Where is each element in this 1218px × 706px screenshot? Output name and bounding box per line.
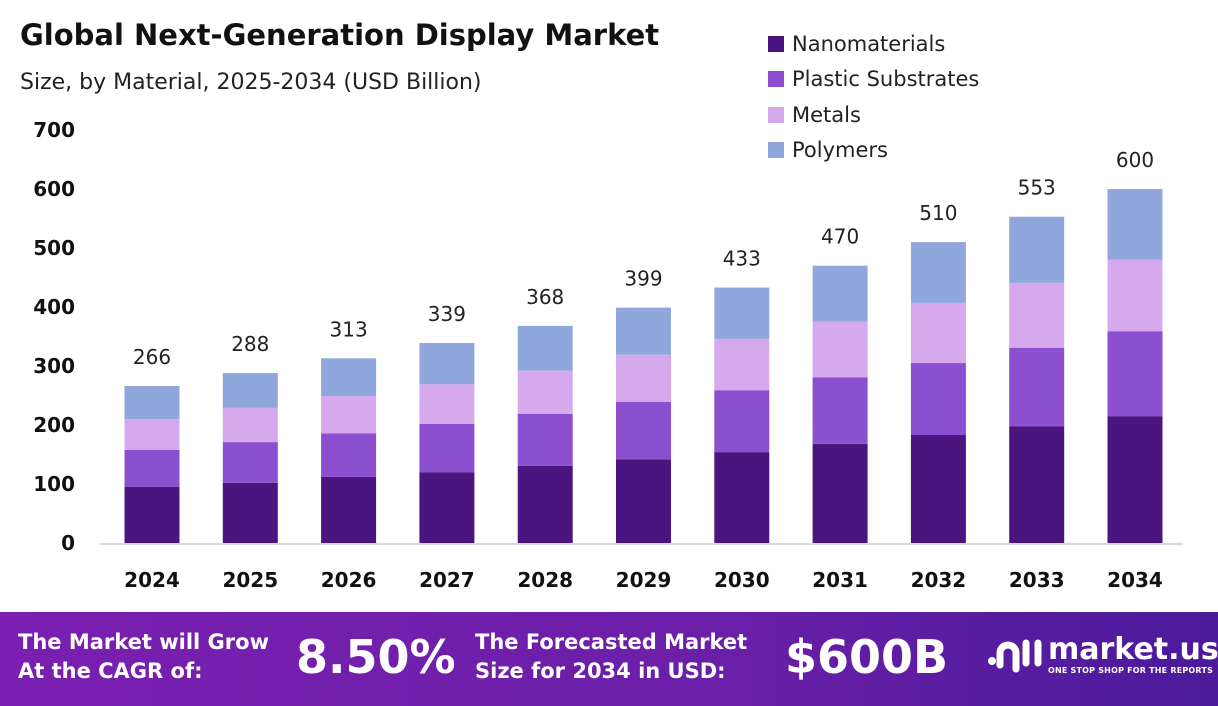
bar-segment-plastic-substrates — [517, 413, 573, 466]
x-tick-label: 2029 — [616, 568, 672, 592]
bar-segment-nanomaterials — [1107, 416, 1163, 543]
legend-label: Metals — [792, 102, 861, 127]
bar-segment-nanomaterials — [517, 465, 573, 543]
bar-segment-nanomaterials — [222, 482, 278, 543]
legend-swatch — [768, 142, 784, 159]
chart-plot: 0 100 200 300 400 500 600 700 266 2024 288 2025 313 2… — [33, 118, 1183, 592]
bar-segment-polymers — [124, 386, 180, 420]
total-label: 339 — [428, 302, 466, 326]
bar-segment-polymers — [1107, 189, 1163, 260]
y-tick-label: 200 — [33, 413, 75, 437]
y-tick-label: 600 — [33, 177, 75, 201]
bar-segment-polymers — [714, 287, 770, 339]
bar-segment-plastic-substrates — [714, 390, 770, 453]
bar-segment-plastic-substrates — [910, 363, 966, 436]
forecast-label: The Forecasted Market Size for 2034 in US… — [475, 630, 748, 683]
bar-segment-polymers — [1009, 216, 1065, 283]
bar-segment-plastic-substrates — [124, 449, 180, 487]
legend-label: Plastic Substrates — [792, 67, 980, 92]
legend: Nanomaterials Plastic Substrates Metals … — [768, 26, 979, 168]
y-tick-label: 500 — [33, 236, 75, 260]
x-tick-label: 2026 — [321, 568, 377, 592]
bar-segment-plastic-substrates — [1009, 347, 1065, 427]
total-label: 510 — [919, 201, 957, 225]
x-tick-label: 2031 — [812, 568, 868, 592]
x-tick-label: 2027 — [419, 568, 475, 592]
y-tick-label: 100 — [33, 472, 75, 496]
x-tick-label: 2024 — [124, 568, 180, 592]
bar-segment-metals — [812, 321, 868, 378]
y-tick-label: 700 — [33, 118, 75, 142]
bar-segment-plastic-substrates — [616, 401, 671, 460]
bar-segment-polymers — [910, 242, 966, 303]
total-label: 470 — [821, 225, 859, 249]
legend-item-metals: Metals — [768, 97, 979, 133]
bar-segment-polymers — [517, 325, 573, 371]
legend-swatch — [768, 106, 784, 123]
x-tick-label: 2032 — [911, 568, 967, 592]
bar-segment-plastic-substrates — [1107, 331, 1163, 417]
bar-segment-polymers — [321, 358, 377, 397]
bar-segment-metals — [1009, 282, 1065, 348]
bar-segment-polymers — [222, 373, 278, 408]
x-tick-label: 2025 — [222, 568, 278, 592]
logo-name: market.us — [1048, 632, 1218, 667]
market-us-logo: market.us ONE STOP SHOP FOR THE REPORTS — [986, 634, 1218, 676]
legend-item-plastic-substrates: Plastic Substrates — [768, 62, 979, 98]
legend-swatch — [768, 35, 784, 52]
bar-segment-nanomaterials — [1009, 426, 1065, 543]
bar-segment-metals — [124, 419, 180, 450]
total-label: 433 — [723, 247, 761, 271]
bar-segment-metals — [1107, 259, 1163, 332]
x-tick-label: 2033 — [1009, 568, 1065, 592]
bar-segment-metals — [222, 407, 278, 443]
cagr-value: 8.50% — [296, 630, 456, 684]
bar-segment-plastic-substrates — [321, 433, 377, 477]
bar-segment-metals — [910, 302, 966, 364]
bar-segment-metals — [616, 354, 671, 402]
bar-segment-metals — [714, 338, 770, 391]
chart-title: Global Next-Generation Display Market — [20, 18, 660, 52]
bar-segment-plastic-substrates — [419, 423, 475, 473]
bar-segment-metals — [419, 384, 475, 424]
bar-segment-polymers — [812, 265, 868, 322]
forecast-value: $600B — [785, 630, 949, 684]
legend-item-polymers: Polymers — [768, 133, 979, 169]
legend-label: Polymers — [792, 138, 888, 163]
total-label: 288 — [231, 332, 269, 356]
x-tick-label: 2028 — [517, 568, 573, 592]
total-label: 553 — [1018, 176, 1056, 200]
bar-segment-nanomaterials — [419, 472, 475, 543]
bar-segment-nanomaterials — [714, 452, 770, 543]
total-label: 399 — [624, 267, 662, 291]
legend-item-nanomaterials: Nanomaterials — [768, 26, 979, 62]
bar-segment-nanomaterials — [124, 486, 180, 543]
y-tick-label: 400 — [33, 295, 75, 319]
y-tick-label: 0 — [61, 531, 75, 555]
bar-segment-polymers — [616, 307, 671, 355]
logo-tagline: ONE STOP SHOP FOR THE REPORTS — [1048, 666, 1214, 675]
bar-segment-metals — [517, 370, 573, 414]
x-tick-label: 2030 — [714, 568, 770, 592]
bar-segment-nanomaterials — [616, 459, 671, 543]
total-label: 600 — [1116, 148, 1154, 172]
y-tick-label: 300 — [33, 354, 75, 378]
bar-segment-plastic-substrates — [222, 442, 278, 483]
footer-banner: The Market will Grow At the CAGR of: 8.50… — [0, 612, 1218, 706]
bar-segment-plastic-substrates — [812, 377, 868, 444]
legend-label: Nanomaterials — [792, 31, 946, 56]
legend-swatch — [768, 71, 784, 88]
total-label: 368 — [526, 285, 564, 309]
bar-segment-nanomaterials — [812, 443, 868, 543]
bar-segment-polymers — [419, 342, 475, 385]
bar-segment-nanomaterials — [321, 476, 377, 543]
cagr-label: The Market will Grow At the CAGR of: — [18, 630, 269, 683]
x-tick-label: 2034 — [1107, 568, 1163, 592]
chart-subtitle: Size, by Material, 2025-2034 (USD Billio… — [20, 70, 482, 95]
bar-segment-metals — [321, 396, 377, 434]
total-label: 313 — [330, 317, 368, 341]
bar-segment-nanomaterials — [910, 435, 966, 543]
total-label: 266 — [133, 345, 171, 369]
logo-icon — [988, 639, 1042, 673]
